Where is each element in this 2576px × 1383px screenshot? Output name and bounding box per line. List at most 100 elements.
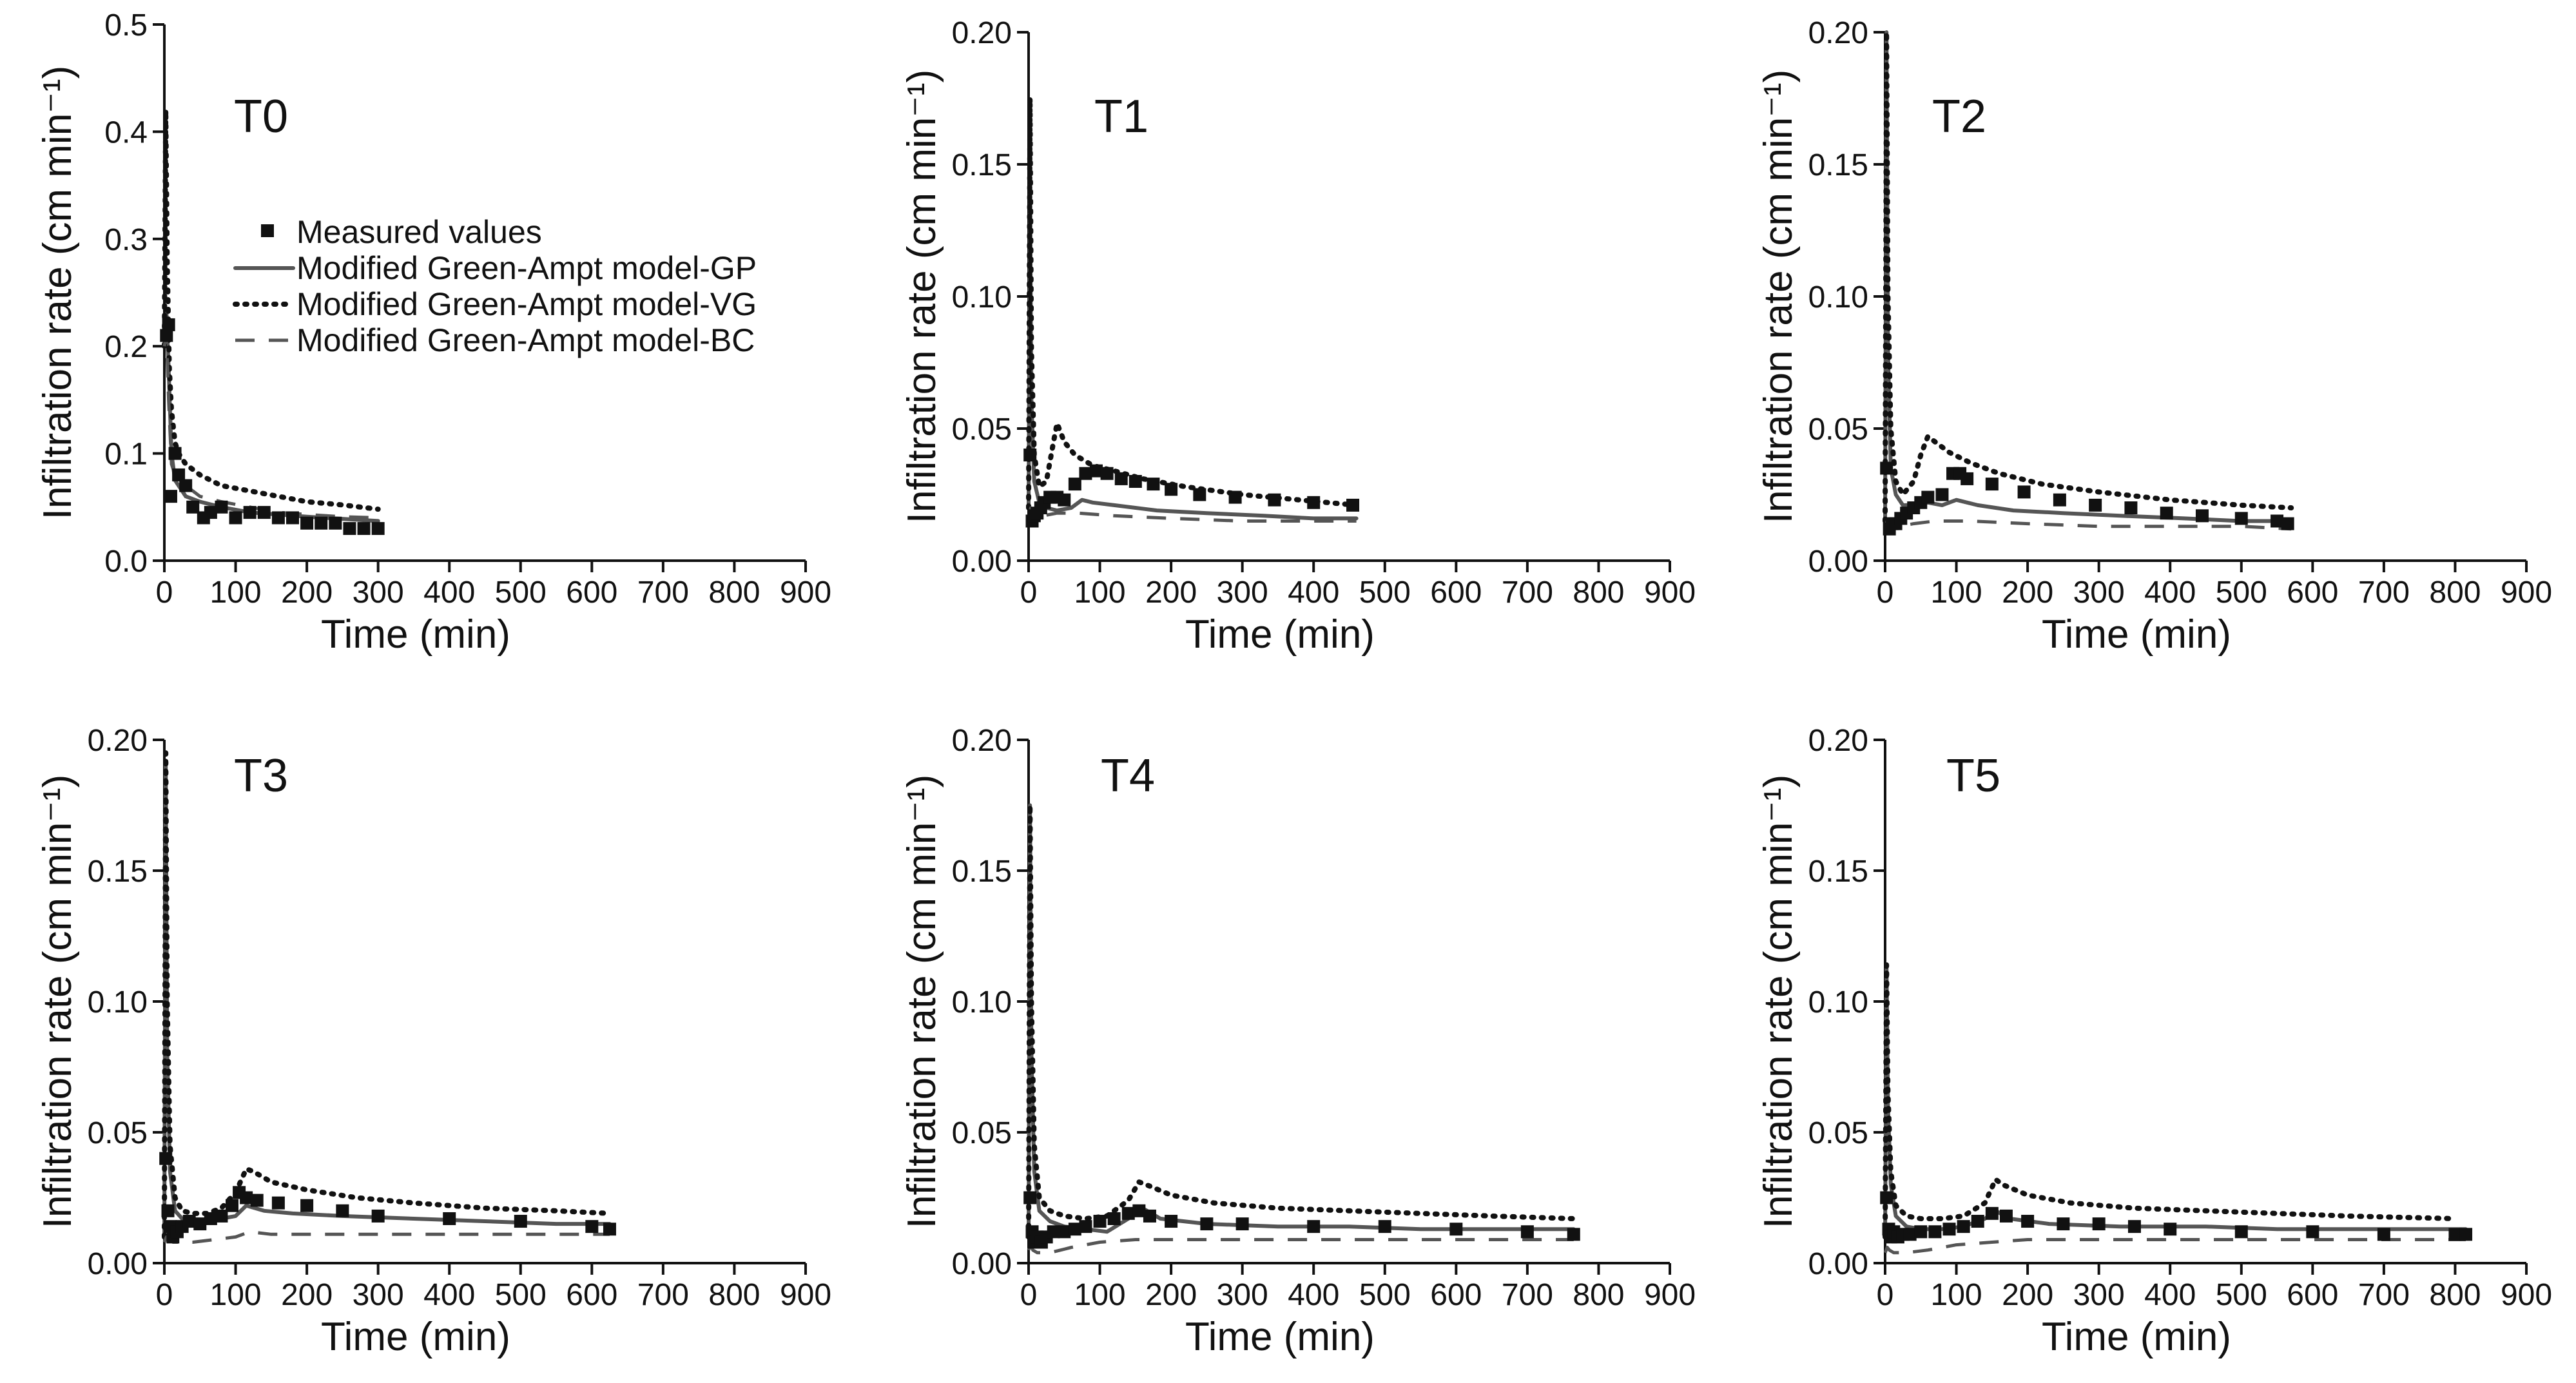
- x-tick-label: 200: [281, 575, 333, 610]
- measured-point: [1143, 1209, 1156, 1223]
- measured-point: [1100, 467, 1114, 480]
- measured-point: [1128, 475, 1142, 488]
- measured-point: [1914, 1225, 1928, 1239]
- y-tick-label: 0.00: [1808, 1247, 1868, 1281]
- measured-point: [2124, 501, 2138, 514]
- y-tick-label: 0.05: [952, 412, 1012, 447]
- series-line-gp: [1883, 963, 2468, 1239]
- measured-point: [161, 1204, 175, 1217]
- y-tick-label: 0.4: [104, 115, 148, 150]
- measured-point: [164, 490, 177, 503]
- measured-point: [204, 506, 217, 519]
- x-tick-label: 600: [1430, 575, 1482, 610]
- series-line-bc: [1027, 1238, 1574, 1255]
- measured-point: [2164, 1223, 2177, 1236]
- measured-point: [1079, 467, 1092, 480]
- measured-point: [193, 1217, 207, 1231]
- measured-point: [1023, 449, 1037, 461]
- x-tick-label: 200: [281, 1278, 333, 1312]
- measured-point: [226, 1199, 239, 1212]
- legend-item: Modified Green-Ampt model-VG: [233, 286, 757, 322]
- x-tick-label: 400: [2144, 575, 2196, 610]
- legend-item: Modified Green-Ampt model-BC: [235, 322, 755, 358]
- measured-point: [1058, 1225, 1071, 1239]
- x-tick-label: 700: [2358, 575, 2410, 610]
- measured-point: [1132, 1204, 1146, 1217]
- x-tick-label: 100: [210, 575, 262, 610]
- measured-point: [300, 516, 314, 530]
- measured-point: [2448, 1228, 2462, 1241]
- x-tick-label: 700: [637, 1278, 689, 1312]
- measured-point: [1047, 1225, 1060, 1239]
- x-tick-label: 700: [1502, 575, 1553, 610]
- measured-point: [1068, 1223, 1081, 1236]
- measured-point: [2021, 1215, 2035, 1228]
- series-line-bc: [162, 334, 378, 519]
- measured-point: [1928, 1225, 1942, 1239]
- x-tick-label: 400: [423, 1278, 475, 1312]
- measured-point: [240, 1191, 253, 1204]
- series-line-gp: [1027, 175, 1359, 521]
- y-tick-label: 0.15: [1808, 855, 1868, 889]
- chart-panel-t5: 0 100 200 300 400 500 600 700 800 900 0.00 0.05 0.10…: [1756, 724, 2552, 1359]
- panel-title: T3: [234, 750, 288, 802]
- x-tick-label: 600: [2287, 1278, 2338, 1312]
- x-tick-label: 600: [566, 575, 617, 610]
- x-tick-label: 100: [1074, 575, 1126, 610]
- y-tick-label: 0.15: [1808, 148, 1868, 182]
- measured-point: [1942, 1223, 1956, 1236]
- series-line-gp: [162, 312, 380, 523]
- measured-point: [1307, 1220, 1321, 1233]
- measured-point: [1307, 496, 1321, 509]
- x-tick-label: 400: [2144, 1278, 2196, 1312]
- measured-point: [1114, 472, 1128, 485]
- y-tick-label: 0.20: [1808, 724, 1868, 758]
- x-axis-label: Time (min): [2042, 612, 2231, 657]
- legend-label: Modified Green-Ampt model-VG: [296, 286, 757, 322]
- measured-point: [1378, 1220, 1391, 1233]
- measured-point: [300, 1199, 314, 1212]
- measured-point: [2092, 1217, 2106, 1231]
- y-tick-label: 0.15: [88, 855, 148, 889]
- series-line-vg: [1883, 30, 2294, 524]
- x-tick-label: 700: [2358, 1278, 2410, 1312]
- measured-point: [357, 522, 371, 536]
- measured-point: [159, 1152, 173, 1165]
- x-tick-label: 0: [1020, 575, 1038, 610]
- measured-point: [229, 511, 242, 525]
- series-line-vg: [1883, 962, 2458, 1240]
- measured-point: [1079, 1220, 1092, 1233]
- panel-title: T5: [1946, 750, 2000, 802]
- x-tick-label: 300: [1217, 1278, 1268, 1312]
- y-tick-label: 0.20: [1808, 16, 1868, 50]
- y-tick-label: 0.00: [88, 1247, 148, 1281]
- measured-point: [2195, 509, 2209, 523]
- x-tick-label: 100: [1931, 575, 1982, 610]
- x-tick-label: 800: [708, 1278, 760, 1312]
- x-tick-label: 900: [2501, 1278, 2552, 1312]
- x-tick-label: 800: [708, 575, 760, 610]
- chart-panel-t2: 0 100 200 300 400 500 600 700 800 900 0.00 0.05 0.10…: [1756, 16, 2552, 657]
- x-tick-label: 400: [1288, 1278, 1339, 1312]
- x-tick-label: 200: [2002, 575, 2053, 610]
- panels: 0 100 200 300 400 500 600 700 800 900 0.0 0.1 0.2 0.3…: [35, 8, 2552, 1359]
- series-line-gp: [162, 764, 612, 1239]
- measured-point: [1068, 478, 1081, 491]
- y-tick-label: 0.05: [952, 1116, 1012, 1150]
- measured-point: [271, 511, 285, 525]
- measured-point: [160, 329, 173, 342]
- y-tick-label: 0.00: [952, 545, 1012, 579]
- measured-point: [2017, 485, 2031, 499]
- measured-point: [2306, 1225, 2319, 1239]
- y-tick-label: 0.10: [1808, 280, 1868, 314]
- measured-point: [603, 1223, 616, 1236]
- x-tick-label: 300: [2073, 1278, 2125, 1312]
- measured-point: [182, 1215, 196, 1228]
- measured-point: [2377, 1228, 2390, 1241]
- x-tick-label: 300: [353, 575, 404, 610]
- x-tick-label: 0: [156, 1278, 173, 1312]
- x-tick-label: 0: [1877, 575, 1894, 610]
- y-axis-label: Infiltration rate (cm min⁻¹): [900, 775, 944, 1229]
